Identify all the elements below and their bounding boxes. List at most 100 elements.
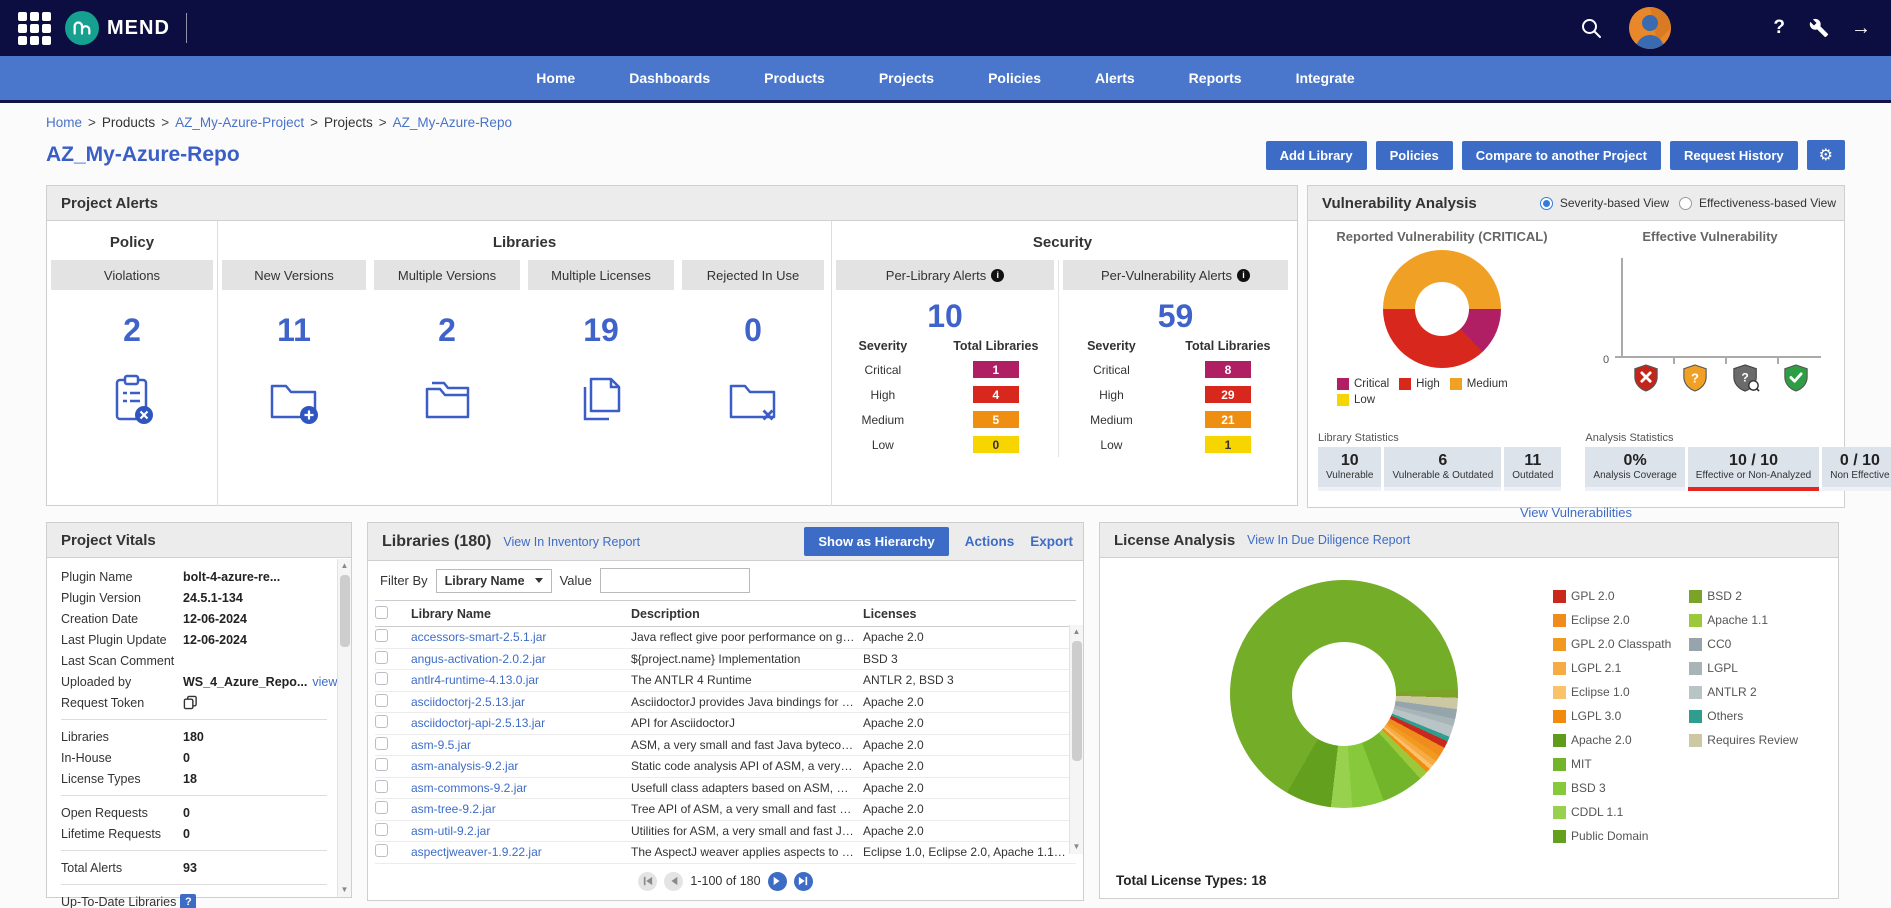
col-per-vulnerability-alerts[interactable]: Per-Vulnerability Alertsi bbox=[1063, 260, 1288, 290]
row-checkbox[interactable] bbox=[375, 801, 388, 814]
stat-box[interactable]: 6 Vulnerable & Outdated bbox=[1384, 447, 1501, 491]
severity-count-chip[interactable]: 4 bbox=[973, 386, 1019, 403]
search-icon[interactable] bbox=[1579, 16, 1603, 40]
stat-box[interactable]: 10 Vulnerable bbox=[1318, 447, 1381, 491]
filter-value-input[interactable] bbox=[600, 568, 750, 593]
copy-token-icon[interactable] bbox=[183, 695, 198, 710]
policies-button[interactable]: Policies bbox=[1376, 141, 1453, 170]
col-licenses[interactable]: Licenses bbox=[863, 601, 1076, 627]
legend-item[interactable]: BSD 2 bbox=[1689, 584, 1798, 608]
library-name-link[interactable]: angus-activation-2.0.2.jar bbox=[411, 648, 631, 670]
library-name-link[interactable]: asm-analysis-9.2.jar bbox=[411, 756, 631, 778]
scrollbar-thumb[interactable] bbox=[340, 575, 350, 647]
uploaded-by-view-link[interactable]: view bbox=[312, 675, 337, 689]
breadcrumb-project[interactable]: AZ_My-Azure-Project bbox=[175, 115, 304, 130]
col-per-library-alerts[interactable]: Per-Library Alertsi bbox=[836, 260, 1054, 290]
breadcrumb-repo[interactable]: AZ_My-Azure-Repo bbox=[393, 115, 512, 130]
legend-item[interactable]: LGPL 2.1 bbox=[1553, 656, 1671, 680]
nav-item[interactable]: Policies bbox=[961, 56, 1068, 100]
view-vulnerabilities-link[interactable]: View Vulnerabilities bbox=[1520, 505, 1632, 520]
legend-item[interactable]: Apache 1.1 bbox=[1689, 608, 1798, 632]
severity-count-chip[interactable]: 5 bbox=[973, 411, 1019, 428]
row-checkbox[interactable] bbox=[375, 844, 388, 857]
nav-item[interactable]: Alerts bbox=[1068, 56, 1162, 100]
avatar[interactable] bbox=[1629, 7, 1671, 49]
nav-item[interactable]: Reports bbox=[1162, 56, 1269, 100]
nav-item[interactable]: Dashboards bbox=[602, 56, 737, 100]
legend-item[interactable]: BSD 3 bbox=[1553, 776, 1671, 800]
scrollbar-thumb[interactable] bbox=[1072, 641, 1082, 761]
libraries-scrollbar[interactable]: ▲ ▼ bbox=[1069, 625, 1083, 854]
col-rejected-in-use[interactable]: Rejected In Use bbox=[682, 260, 824, 290]
row-checkbox[interactable] bbox=[375, 737, 388, 750]
settings-gear-button[interactable]: ⚙ bbox=[1807, 140, 1845, 170]
nav-item[interactable]: Integrate bbox=[1269, 56, 1382, 100]
actions-button[interactable]: Actions bbox=[965, 534, 1015, 549]
next-page-button[interactable] bbox=[768, 872, 787, 891]
severity-count-chip[interactable]: 21 bbox=[1205, 411, 1251, 428]
col-violations[interactable]: Violations bbox=[51, 260, 213, 290]
shield-analyzing-icon[interactable]: ? bbox=[1732, 364, 1760, 392]
col-description[interactable]: Description bbox=[631, 601, 863, 627]
info-icon[interactable]: i bbox=[991, 269, 1004, 282]
scroll-down-icon[interactable]: ▼ bbox=[341, 883, 349, 897]
scroll-up-icon[interactable]: ▲ bbox=[1073, 625, 1081, 639]
show-as-hierarchy-button[interactable]: Show as Hierarchy bbox=[804, 527, 948, 556]
severity-count-chip[interactable]: 1 bbox=[973, 361, 1019, 378]
severity-view-radio[interactable] bbox=[1540, 197, 1553, 210]
scroll-down-icon[interactable]: ▼ bbox=[1073, 840, 1081, 854]
compare-project-button[interactable]: Compare to another Project bbox=[1462, 141, 1661, 170]
select-all-checkbox[interactable] bbox=[375, 606, 388, 619]
legend-item[interactable]: LGPL 3.0 bbox=[1553, 704, 1671, 728]
legend-item[interactable]: CC0 bbox=[1689, 632, 1798, 656]
nav-item[interactable]: Products bbox=[737, 56, 852, 100]
legend-item[interactable]: Public Domain bbox=[1553, 824, 1671, 848]
logout-icon[interactable]: → bbox=[1851, 17, 1871, 40]
row-checkbox[interactable] bbox=[375, 780, 388, 793]
stat-box[interactable]: 11 Outdated bbox=[1504, 447, 1561, 491]
due-diligence-link[interactable]: View In Due Diligence Report bbox=[1247, 533, 1410, 547]
stat-box[interactable]: 10 / 10 Effective or Non-Analyzed bbox=[1688, 447, 1819, 491]
vitals-scrollbar[interactable]: ▲ ▼ bbox=[337, 559, 351, 897]
library-name-link[interactable]: asciidoctorj-2.5.13.jar bbox=[411, 691, 631, 713]
nav-item[interactable]: Home bbox=[509, 56, 602, 100]
row-checkbox[interactable] bbox=[375, 823, 388, 836]
row-checkbox[interactable] bbox=[375, 651, 388, 664]
shield-unknown-icon[interactable]: ? bbox=[1682, 364, 1708, 392]
col-multiple-licenses[interactable]: Multiple Licenses bbox=[528, 260, 674, 290]
filter-field-select[interactable]: Library Name bbox=[436, 569, 552, 593]
row-checkbox[interactable] bbox=[375, 715, 388, 728]
breadcrumb-home[interactable]: Home bbox=[46, 115, 82, 130]
legend-item[interactable]: GPL 2.0 Classpath bbox=[1553, 632, 1671, 656]
stat-box[interactable]: 0 / 10 Non Effective bbox=[1822, 447, 1891, 491]
row-checkbox[interactable] bbox=[375, 694, 388, 707]
license-donut-chart[interactable] bbox=[1230, 580, 1458, 808]
brand[interactable]: MEND bbox=[65, 11, 187, 45]
library-name-link[interactable]: asm-9.5.jar bbox=[411, 734, 631, 756]
legend-item[interactable]: Others bbox=[1689, 704, 1798, 728]
legend-item[interactable]: CDDL 1.1 bbox=[1553, 800, 1671, 824]
row-checkbox[interactable] bbox=[375, 672, 388, 685]
severity-count-chip[interactable]: 1 bbox=[1205, 436, 1251, 453]
severity-count-chip[interactable]: 0 bbox=[973, 436, 1019, 453]
export-button[interactable]: Export bbox=[1030, 534, 1073, 549]
legend-item[interactable]: Eclipse 2.0 bbox=[1553, 608, 1671, 632]
effectiveness-view-radio[interactable] bbox=[1679, 197, 1692, 210]
col-library-name[interactable]: Library Name bbox=[411, 601, 631, 627]
library-name-link[interactable]: antlr4-runtime-4.13.0.jar bbox=[411, 670, 631, 692]
legend-item[interactable]: MIT bbox=[1553, 752, 1671, 776]
legend-item[interactable]: Requires Review bbox=[1689, 728, 1798, 752]
legend-item[interactable]: ANTLR 2 bbox=[1689, 680, 1798, 704]
last-page-button[interactable] bbox=[794, 872, 813, 891]
uptodate-help-icon[interactable]: ? bbox=[180, 894, 196, 908]
col-multiple-versions[interactable]: Multiple Versions bbox=[374, 260, 520, 290]
legend-item[interactable]: LGPL bbox=[1689, 656, 1798, 680]
legend-item[interactable]: Apache 2.0 bbox=[1553, 728, 1671, 752]
row-checkbox[interactable] bbox=[375, 629, 388, 642]
shield-ineffective-icon[interactable] bbox=[1633, 364, 1659, 392]
reported-vulnerability-donut[interactable] bbox=[1383, 250, 1501, 368]
shield-effective-icon[interactable] bbox=[1783, 364, 1809, 392]
scroll-up-icon[interactable]: ▲ bbox=[341, 559, 349, 573]
first-page-button[interactable] bbox=[638, 872, 657, 891]
library-name-link[interactable]: accessors-smart-2.5.1.jar bbox=[411, 627, 631, 649]
